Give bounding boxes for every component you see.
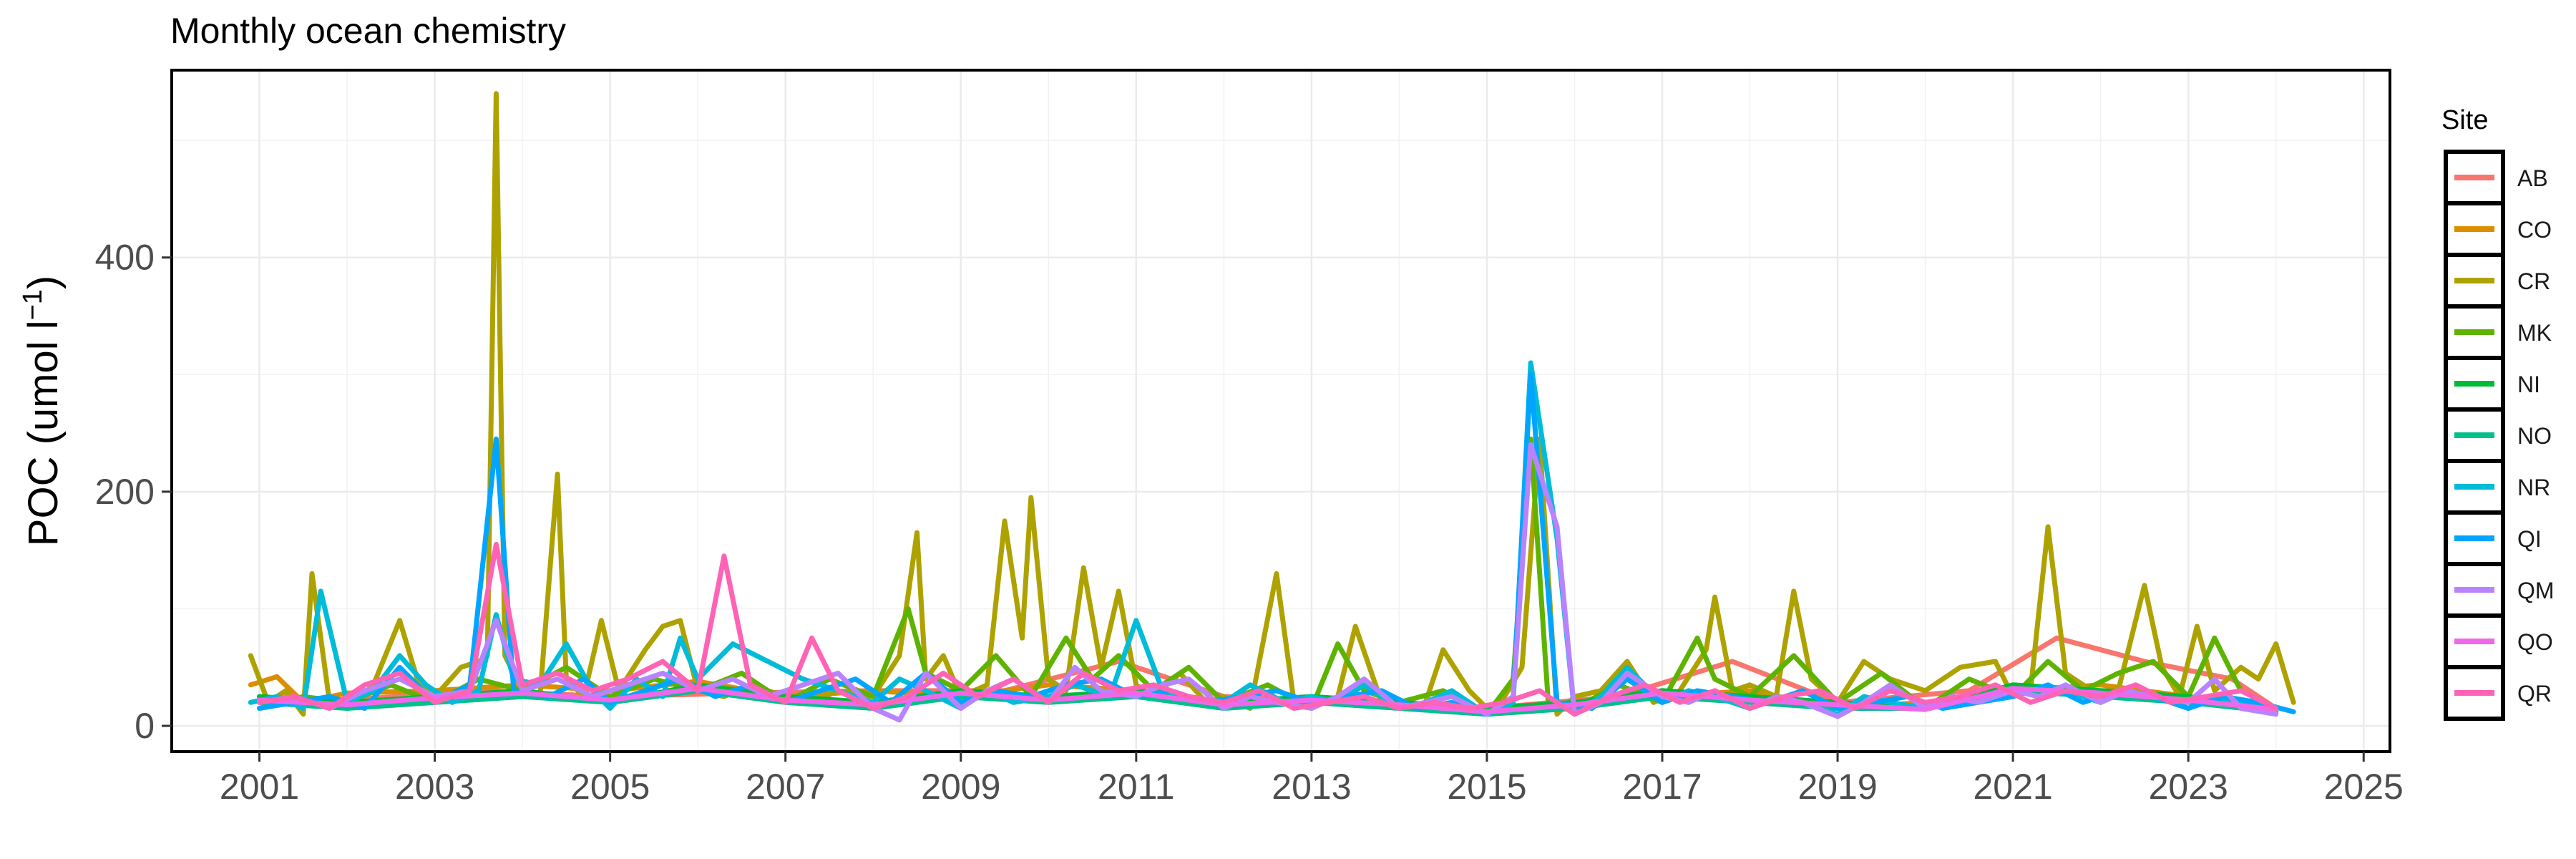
legend-label-co: CO <box>2517 217 2552 243</box>
x-tick-label: 2023 <box>2149 767 2228 807</box>
y-axis-title-main: POC (umol l <box>20 320 67 546</box>
legend-label-qo: QO <box>2517 629 2553 655</box>
axes: 2001 2003 2005 2007 2009 2011 2013 2015 2017 2019… <box>95 238 2404 807</box>
legend-label-qm: QM <box>2517 578 2555 603</box>
x-tick-label: 2009 <box>921 767 1000 807</box>
y-tick-label: 0 <box>135 706 155 746</box>
x-tick-label: 2019 <box>1797 767 1877 807</box>
legend-label-qi: QI <box>2517 526 2542 552</box>
legend-label-no: NO <box>2517 423 2552 449</box>
legend-label-ni: NI <box>2517 372 2540 397</box>
x-tick-label: 2025 <box>2324 767 2404 807</box>
x-tick-label: 2013 <box>1272 767 1351 807</box>
x-tick-label: 2005 <box>570 767 650 807</box>
x-tick-label: 2001 <box>220 767 299 807</box>
chart-title: Monthly ocean chemistry <box>170 11 566 51</box>
y-axis-title: POC (umol l−1) <box>18 276 67 546</box>
y-axis-title-superscript: −1 <box>18 289 48 320</box>
y-axis-title-close: ) <box>20 276 67 289</box>
x-tick-label: 2007 <box>746 767 825 807</box>
x-tick-label: 2021 <box>1974 767 2053 807</box>
y-tick-label: 400 <box>95 238 155 278</box>
legend-label-ab: AB <box>2517 165 2548 191</box>
legend: Site AB CO CR MK NI NO NR QI QM QO QR <box>2441 105 2555 721</box>
series-line-qr <box>257 542 2279 717</box>
series-lines <box>248 91 2296 723</box>
series-line-qo <box>257 686 2279 714</box>
legend-title: Site <box>2441 105 2488 135</box>
legend-label-qr: QR <box>2517 681 2552 707</box>
x-tick-label: 2017 <box>1622 767 1702 807</box>
legend-label-cr: CR <box>2517 268 2550 294</box>
plot-frame <box>170 69 2391 753</box>
x-tick-label: 2003 <box>395 767 474 807</box>
y-tick-label: 200 <box>95 472 155 512</box>
x-tick-label: 2015 <box>1447 767 1526 807</box>
series-line-mk <box>257 436 2279 717</box>
legend-label-mk: MK <box>2517 320 2552 346</box>
legend-label-nr: NR <box>2517 475 2550 500</box>
x-tick-label: 2011 <box>1098 767 1175 807</box>
series-line-qi <box>257 372 2296 717</box>
series-line-cr <box>248 91 2296 717</box>
